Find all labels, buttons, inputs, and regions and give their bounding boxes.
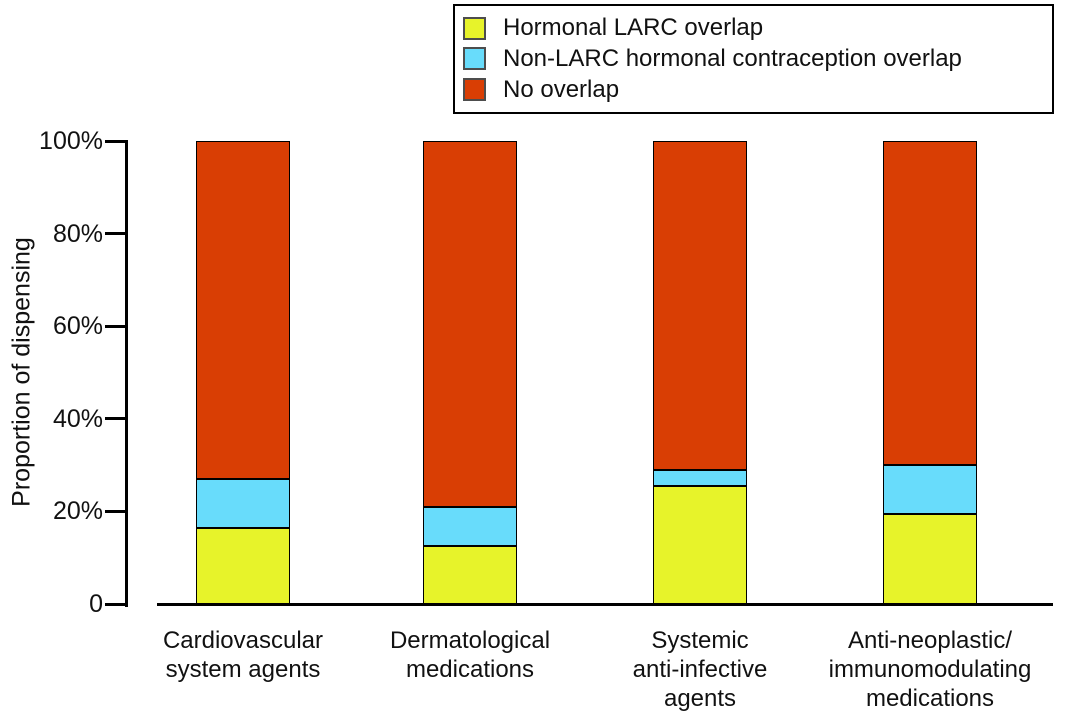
legend-label: Non-LARC hormonal contraception overlap <box>503 44 962 72</box>
x-category-label-line: agents <box>663 685 737 712</box>
legend: Hormonal LARC overlap Non-LARC hormonal … <box>453 4 1054 114</box>
y-axis-title: Proportion of dispensing <box>7 237 36 507</box>
bar-segment-4-hormonal-larc-overlap <box>883 513 977 604</box>
x-category-label-line: immunomodulating <box>828 656 1032 683</box>
bar-segment-1-non-larc-hormonal-contraception-overlap <box>196 478 290 528</box>
legend-swatch-hormonal-larc <box>463 16 486 40</box>
bar-segment-4-non-larc-hormonal-contraception-overlap <box>883 465 977 514</box>
legend-item-non-larc-hormonal: Non-LARC hormonal contraception overlap <box>463 44 1042 72</box>
bar-segment-4-no-overlap <box>883 141 977 466</box>
x-category-label-line: Cardiovascular <box>162 627 324 654</box>
bar-segment-3-non-larc-hormonal-contraception-overlap <box>653 469 747 486</box>
y-axis-tick <box>105 417 125 421</box>
legend-swatch-no-overlap <box>463 78 486 102</box>
y-tick-label: 60% <box>52 312 103 341</box>
bar-segment-2-hormonal-larc-overlap <box>423 546 517 604</box>
y-axis-tick <box>105 509 125 513</box>
x-category-label-line: system agents <box>165 656 321 683</box>
y-axis-tick <box>105 602 125 606</box>
legend-label: Hormonal LARC overlap <box>503 14 764 42</box>
x-category-label-line: anti-infective <box>632 656 768 683</box>
bar-segment-1-hormonal-larc-overlap <box>196 527 290 604</box>
x-category-label-line: Anti-neoplastic/ <box>847 627 1013 654</box>
y-axis-tick <box>105 324 125 328</box>
y-axis-line <box>125 139 128 607</box>
y-tick-label: 40% <box>52 404 103 433</box>
y-tick-label: 100% <box>39 127 103 155</box>
x-category-label-line: Dermatological <box>389 627 551 654</box>
bar-segment-2-no-overlap <box>423 141 517 507</box>
x-category-label: Cardiovascular system agents <box>113 626 373 684</box>
bar-segment-1-no-overlap <box>196 141 290 479</box>
y-axis-tick <box>105 232 125 236</box>
legend-item-no-overlap: No overlap <box>463 75 1042 103</box>
bar-segment-3-no-overlap <box>653 141 747 470</box>
bar-segment-3-hormonal-larc-overlap <box>653 485 747 604</box>
y-axis-tick <box>105 139 125 143</box>
x-category-label: Anti-neoplastic/immunomodulating medicati… <box>800 626 1060 713</box>
x-axis-line <box>157 602 1053 606</box>
bar-segment-2-non-larc-hormonal-contraception-overlap <box>423 506 517 547</box>
y-tick-label: 80% <box>52 219 103 248</box>
x-category-label: Dermatological medications <box>340 626 600 684</box>
legend-item-hormonal-larc: Hormonal LARC overlap <box>463 16 1042 40</box>
x-category-label-line: medications <box>865 685 995 712</box>
legend-label: No overlap <box>503 75 620 103</box>
y-tick-label: 0 <box>89 590 103 618</box>
x-category-label: Systemic anti-infective agents <box>570 626 830 713</box>
x-category-label-line: medications <box>405 656 535 683</box>
y-tick-label: 20% <box>52 497 103 526</box>
legend-swatch-non-larc-hormonal <box>463 47 486 71</box>
x-category-label-line: Systemic <box>651 627 749 654</box>
